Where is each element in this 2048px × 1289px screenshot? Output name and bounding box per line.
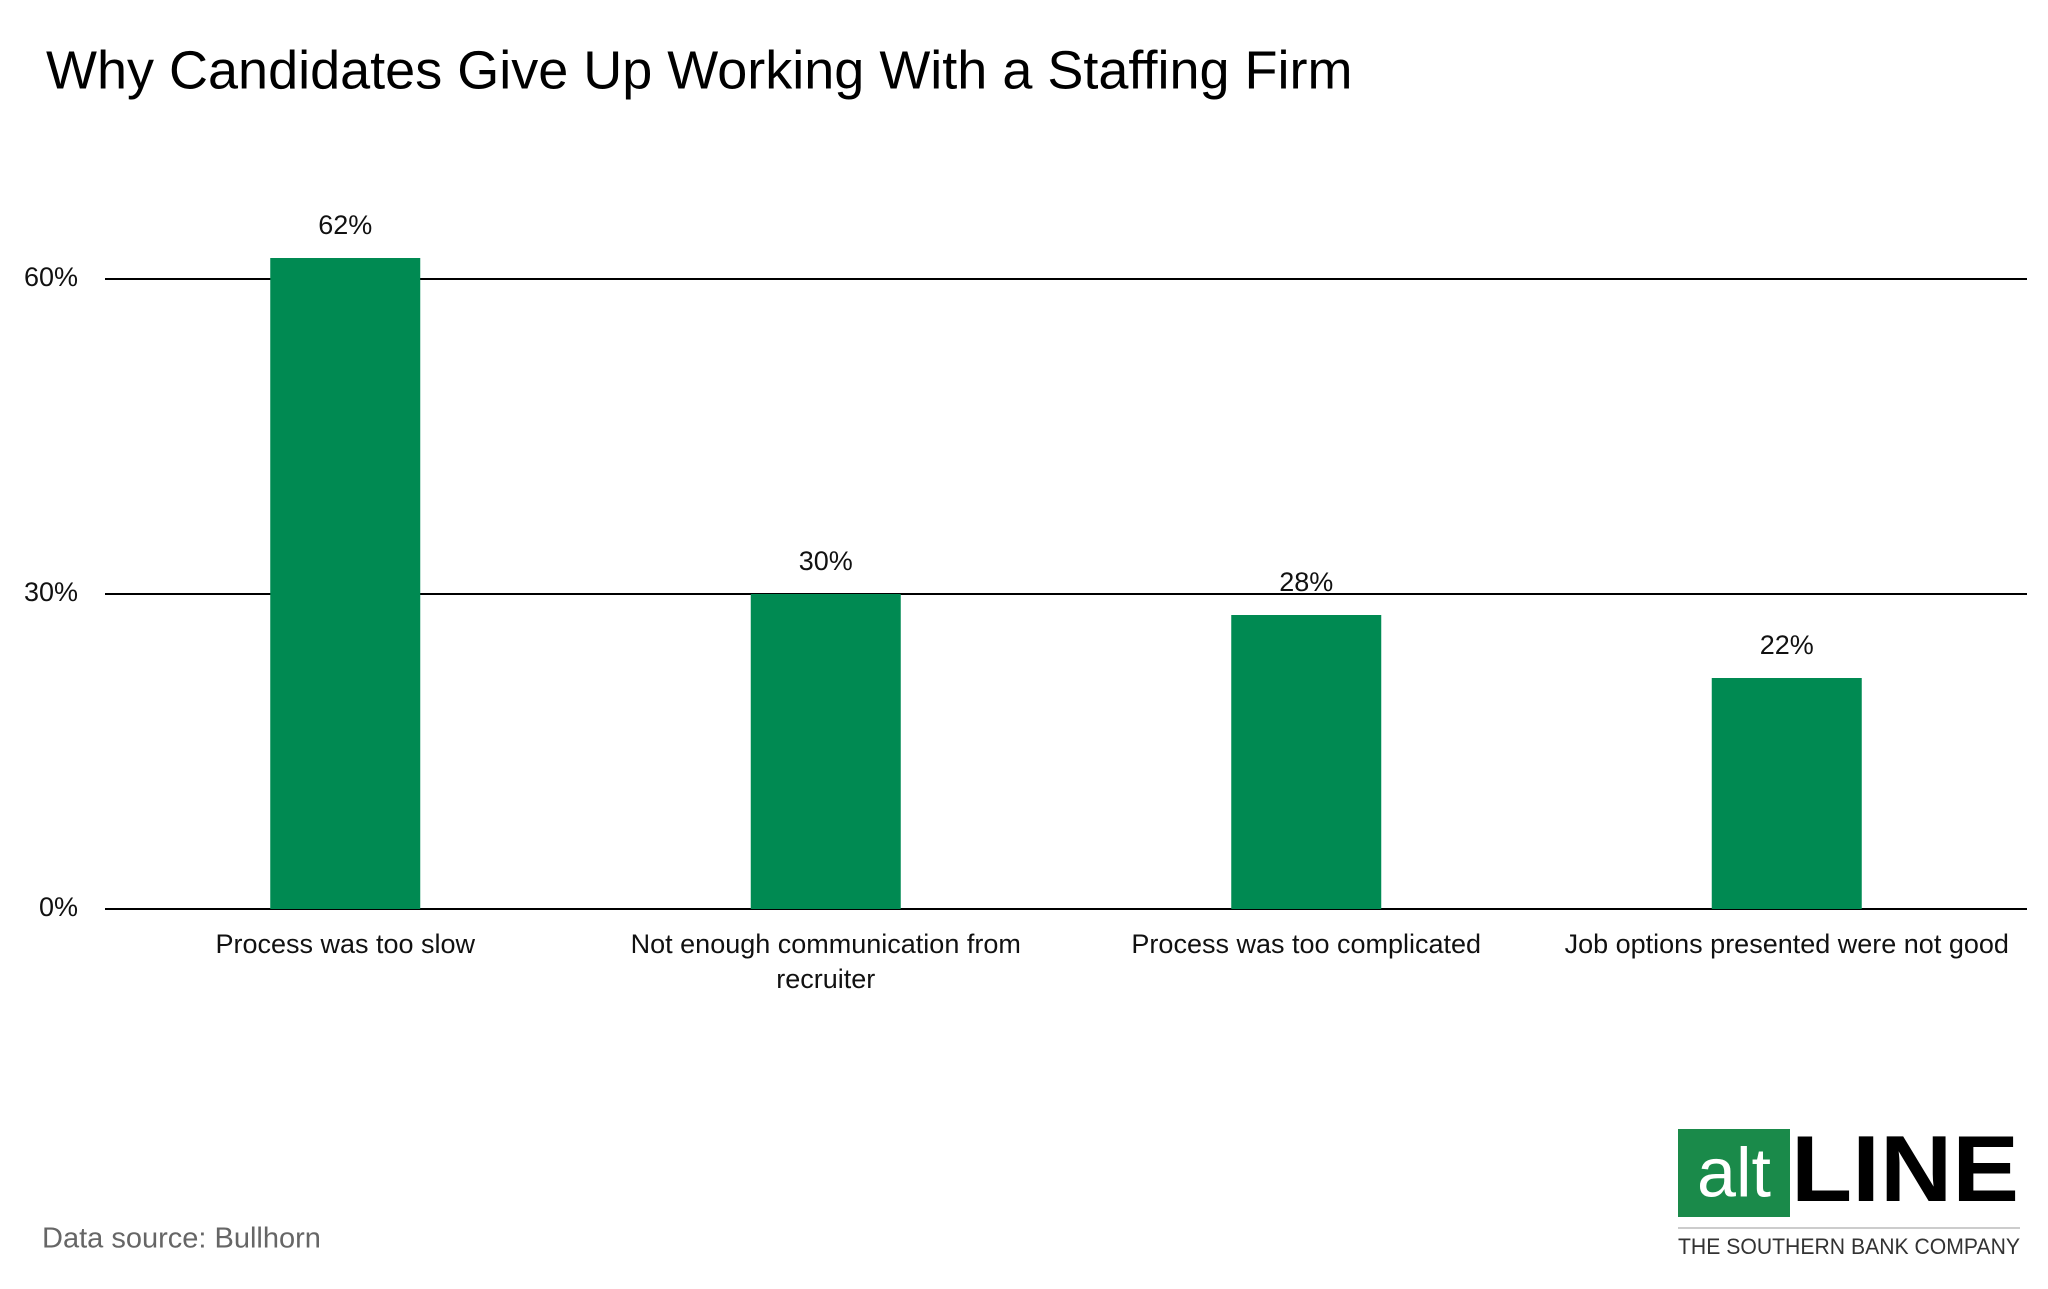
value-label: 30% [799,546,853,576]
value-label: 62% [318,210,372,240]
x-tick-label: Not enough communication from recruiter [630,929,1021,994]
y-tick-label: 30% [24,577,78,607]
value-label: 22% [1760,630,1814,660]
bar [750,594,901,909]
x-tick-label: Process was too complicated [1131,929,1482,959]
x-tick-label: Process was too slow [215,929,476,959]
logo-box [1678,1129,1790,1217]
bar [270,258,421,909]
value-label: 28% [1279,567,1333,597]
logo-line: LINE [1791,1116,2019,1221]
x-tick-label: Job options presented were not good [1564,929,2009,959]
logo-alt: alt [1697,1133,1771,1211]
bar [1231,615,1382,909]
bar [1711,678,1862,909]
y-tick-label: 0% [39,892,78,922]
logo-tagline: THE SOUTHERN BANK COMPANY [1678,1234,2020,1259]
source: Data source: Bullhorn [42,1223,321,1255]
y-tick-label: 60% [24,262,78,292]
chart-title: Why Candidates Give Up Working With a St… [46,40,1352,100]
